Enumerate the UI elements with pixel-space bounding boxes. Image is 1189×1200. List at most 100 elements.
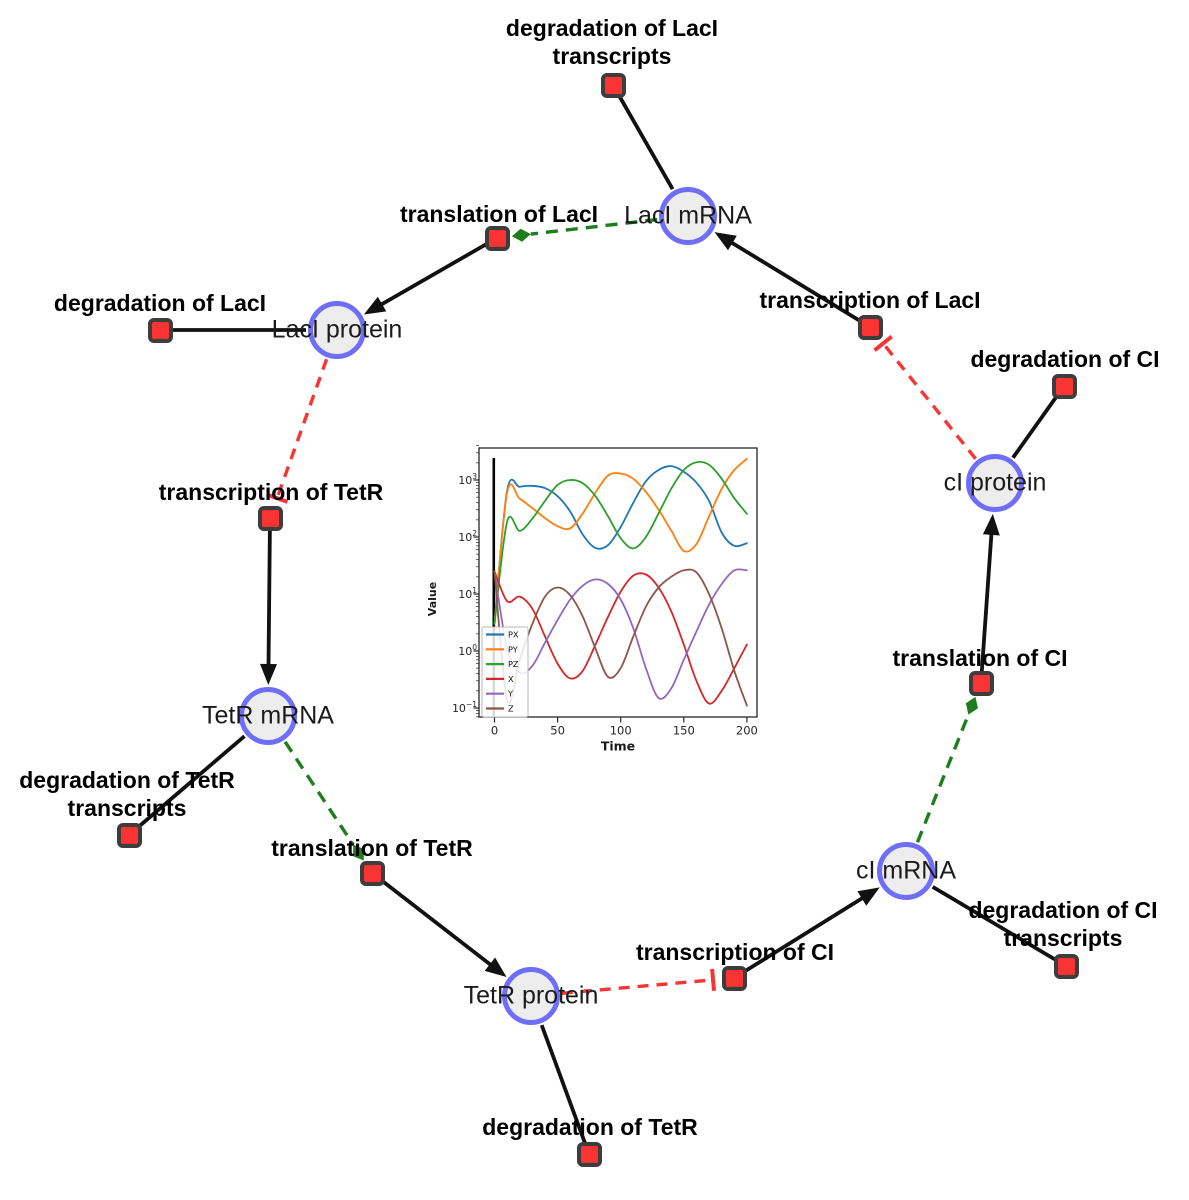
edge-tl_ci-ci_protein [979, 513, 1000, 684]
reaction-label-line: transcripts [67, 795, 187, 821]
species-label-ci_mrna: cI mRNA [856, 856, 956, 885]
legend-entry-PX: PX [508, 630, 519, 640]
reaction-label-tc_tetr: transcription of TetR [159, 478, 383, 506]
svg-text:102: 102 [458, 529, 477, 544]
edge-tc_ci-ci_mrna [732, 887, 880, 980]
species-node-laci_protein[interactable] [308, 301, 366, 359]
species-node-ci_mrna[interactable] [877, 842, 935, 900]
series-line-Y [493, 568, 748, 700]
reaction-label-tl_ci: translation of CI [892, 644, 1067, 672]
reaction-label-line: transcripts [552, 43, 672, 69]
species-node-tetr_protein[interactable] [502, 967, 560, 1025]
edge-tetr_protein-deg_tetr [539, 1024, 591, 1155]
reaction-label-deg_ci: degradation of CI [970, 345, 1159, 373]
reaction-node-tc_laci[interactable] [857, 314, 883, 340]
edge-tl_laci-laci_protein [363, 236, 498, 315]
reaction-label-line: transcription of TetR [158, 479, 384, 505]
svg-text:10−1: 10−1 [452, 700, 477, 715]
species-label-tetr_mrna: TetR mRNA [202, 701, 334, 730]
arrowhead-icon [982, 513, 1000, 536]
reaction-node-tc_ci[interactable] [721, 965, 747, 991]
reaction-label-line: translation of CI [892, 645, 1068, 671]
time-series-chart: 0 50 100 150 200Time10−1100101102103ValuePXP… [426, 445, 758, 754]
reaction-node-deg_laci[interactable] [147, 317, 173, 343]
reaction-label-tc_laci: transcription of LacI [759, 286, 980, 314]
legend-entry-X: X [508, 674, 514, 684]
species-node-ci_protein[interactable] [966, 454, 1024, 512]
svg-text:100: 100 [458, 643, 477, 658]
legend-entry-Z: Z [508, 704, 514, 714]
series-line-Z [493, 568, 748, 707]
reaction-label-line: transcripts [1003, 925, 1123, 951]
series-line-X [493, 570, 748, 705]
legend-entry-PY: PY [508, 644, 519, 654]
reaction-node-deg_ci_tr[interactable] [1053, 953, 1079, 979]
reaction-label-line: degradation of LacI [53, 290, 267, 316]
svg-text:103: 103 [458, 472, 477, 487]
svg-text:0: 0 [491, 724, 498, 738]
reaction-label-deg_laci_tr: degradation of LacI transcripts [506, 14, 718, 70]
inhibition-tbar-icon [873, 334, 893, 352]
reaction-label-deg_tetr_tr: degradation of TetR transcripts [19, 766, 235, 822]
edge-ci_mrna-tl_ci [915, 696, 978, 843]
edge-tetr_protein-tc_ci [561, 968, 717, 995]
arrowhead-icon [714, 232, 737, 251]
reaction-label-deg_ci_tr: degradation of CI transcripts [968, 896, 1157, 952]
reaction-label-deg_laci: degradation of LacI [54, 289, 266, 317]
chart-y-axis: 10−1 100 101 102 103 Value [426, 445, 479, 718]
chart-series [493, 457, 748, 707]
species-label-tetr_protein: TetR protein [463, 981, 599, 1010]
time-series-inset: 0 50 100 150 200 Time 10−1 100 101 102 103 Value PX P… [425, 441, 773, 766]
reaction-label-line: transcription of CI [635, 939, 835, 965]
edge-laci_mrna-deg_laci_tr [611, 84, 675, 191]
edge-tetr_mrna-tl_tetr [283, 740, 364, 861]
modifier-diamond-icon [353, 844, 364, 861]
reaction-node-deg_tetr[interactable] [576, 1141, 602, 1167]
edge-tc_tetr-tetr_mrna [260, 517, 277, 685]
species-label-laci_protein: LacI protein [271, 315, 403, 344]
edge-ci_protein-tc_laci [873, 334, 977, 460]
series-line-PX [493, 465, 748, 625]
reaction-label-line: degradation of TetR [482, 1114, 698, 1140]
reaction-node-deg_ci[interactable] [1051, 373, 1077, 399]
reaction-node-tc_tetr[interactable] [257, 505, 283, 531]
legend-entry-PZ: PZ [508, 659, 519, 669]
species-node-laci_mrna[interactable] [659, 187, 717, 245]
reaction-node-tl_ci[interactable] [968, 670, 994, 696]
chart-legend: PX PY PZ XYZ [481, 626, 529, 718]
edge-tetr_mrna-deg_tetr_tr [127, 734, 246, 837]
modifier-diamond-icon [965, 696, 978, 715]
svg-text:100: 100 [610, 724, 632, 738]
series-line-PY [493, 457, 748, 625]
reaction-label-line: transcription of LacI [759, 287, 981, 313]
reaction-label-line: degradation of TetR [19, 767, 235, 793]
edge-tl_tetr-tetr_protein [370, 871, 507, 977]
reaction-node-tl_laci[interactable] [484, 225, 510, 251]
inhibition-tbar-icon [710, 968, 717, 991]
species-label-ci_protein: cI protein [943, 468, 1047, 497]
reaction-label-tc_ci: transcription of CI [636, 938, 834, 966]
edge-laci_mrna-tl_laci [511, 217, 658, 242]
edge-tc_laci-laci_mrna [714, 232, 871, 329]
reaction-node-deg_tetr_tr[interactable] [116, 822, 142, 848]
species-node-tetr_mrna[interactable] [239, 687, 297, 745]
arrowhead-icon [484, 957, 507, 977]
edge-ci_mrna-deg_ci_tr [931, 885, 1067, 968]
edge-laci_protein-tc_tetr [266, 358, 329, 504]
reaction-node-tl_tetr[interactable] [359, 860, 385, 886]
inhibition-tbar-icon [266, 492, 289, 504]
reaction-node-deg_laci_tr[interactable] [600, 72, 626, 98]
svg-text:50: 50 [550, 724, 565, 738]
arrowhead-icon [857, 887, 880, 906]
series-line-PZ [493, 460, 748, 625]
svg-text:200: 200 [736, 724, 758, 738]
y-axis-label: Value [426, 582, 439, 616]
reaction-label-line: translation of TetR [271, 835, 473, 861]
reaction-label-deg_tetr: degradation of TetR [482, 1113, 698, 1141]
x-axis-label: Time [601, 739, 635, 754]
chart-x-axis: 0 50 100 150 200 Time [491, 717, 758, 754]
reaction-label-line: degradation of LacI [505, 15, 719, 41]
